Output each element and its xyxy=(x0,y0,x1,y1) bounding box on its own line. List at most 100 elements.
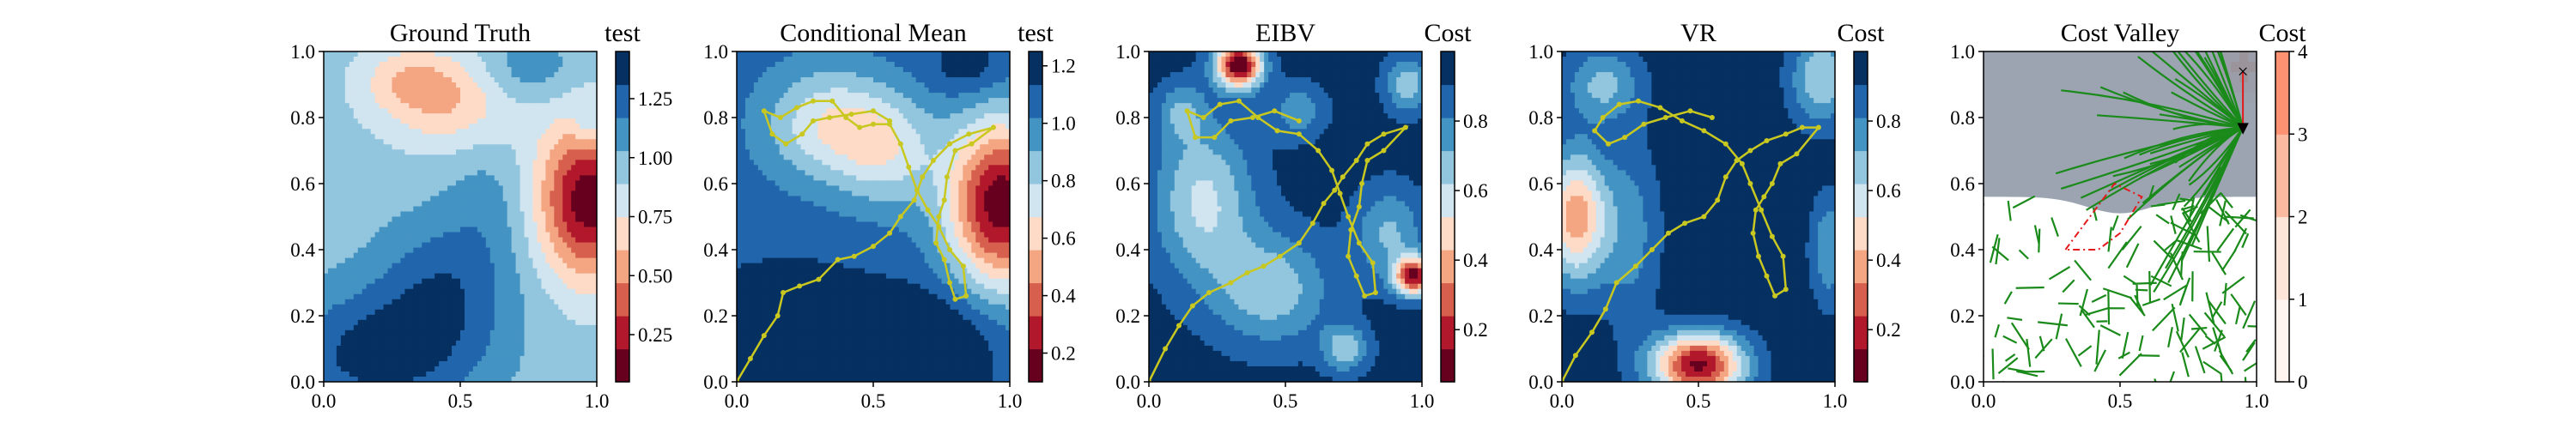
heat-cell xyxy=(468,88,474,94)
heat-cell xyxy=(580,263,585,269)
heat-cell xyxy=(460,309,465,316)
heat-cell xyxy=(426,211,431,218)
heat-cell xyxy=(562,170,568,176)
heat-cell xyxy=(413,134,418,140)
heat-cell xyxy=(340,345,346,352)
heat-cell xyxy=(404,299,410,305)
heat-cell xyxy=(370,293,376,300)
heat-cell xyxy=(554,211,559,218)
heat-cell xyxy=(865,57,870,63)
heat-cell xyxy=(494,340,500,347)
heat-cell xyxy=(404,62,410,68)
heat-cell xyxy=(361,309,368,316)
heat-cell xyxy=(327,278,333,285)
heat-cell xyxy=(839,88,844,94)
heat-cell xyxy=(817,57,823,63)
heat-cell xyxy=(452,216,457,223)
heat-cell xyxy=(511,201,517,208)
heat-cell xyxy=(779,82,785,88)
heat-cell xyxy=(447,190,453,197)
heat-cell xyxy=(971,82,976,88)
heat-cell xyxy=(374,237,380,244)
heat-cell xyxy=(485,206,491,213)
heat-cell xyxy=(331,129,337,135)
heat-cell xyxy=(417,124,422,130)
heat-cell xyxy=(813,88,819,94)
heat-cell xyxy=(826,93,831,99)
heat-cell xyxy=(920,113,926,119)
heat-cell xyxy=(507,144,513,150)
heat-cell xyxy=(327,129,333,135)
heat-cell xyxy=(783,113,789,119)
heat-cell xyxy=(366,278,372,285)
heat-cell xyxy=(331,144,337,150)
heat-cell xyxy=(464,340,470,347)
heat-cell xyxy=(545,371,550,378)
heat-cell xyxy=(532,324,538,331)
heat-cell xyxy=(554,62,559,68)
heat-cell xyxy=(588,324,593,331)
heat-cell xyxy=(737,93,742,99)
heat-cell xyxy=(550,216,555,223)
heat-cell xyxy=(575,180,580,187)
heat-cell xyxy=(443,175,448,181)
heat-cell xyxy=(550,62,555,68)
heat-cell xyxy=(567,134,572,140)
heat-cell xyxy=(489,180,495,187)
heat-cell xyxy=(498,247,504,254)
heat-cell xyxy=(869,51,874,57)
heat-cell xyxy=(511,376,517,382)
heat-cell xyxy=(537,283,543,290)
heat-cell xyxy=(494,232,500,239)
heat-cell xyxy=(975,88,981,94)
heat-cell xyxy=(860,51,866,57)
heat-cell xyxy=(409,165,414,171)
heat-cell xyxy=(941,82,947,88)
heat-cell xyxy=(443,288,448,295)
heat-cell xyxy=(426,273,431,280)
heat-cell xyxy=(374,257,380,264)
heat-cell xyxy=(396,144,402,150)
heat-cell xyxy=(327,216,333,223)
heat-cell xyxy=(907,62,913,68)
heat-cell xyxy=(489,340,495,347)
heat-cell xyxy=(340,82,346,88)
heat-cell xyxy=(511,324,517,331)
heat-cell xyxy=(571,304,576,311)
heat-cell xyxy=(792,57,798,63)
heat-cell xyxy=(558,165,563,171)
heat-cell xyxy=(400,93,406,99)
heat-cell xyxy=(550,206,555,213)
heat-cell xyxy=(481,299,487,305)
heat-cell xyxy=(481,278,487,285)
heat-cell xyxy=(997,57,1002,63)
heat-cell xyxy=(434,324,440,331)
heat-cell xyxy=(452,335,457,341)
heat-cell xyxy=(396,170,402,176)
heat-cell xyxy=(383,180,389,187)
heat-cell xyxy=(485,314,491,321)
heat-cell xyxy=(890,82,896,88)
heat-cell xyxy=(366,103,372,109)
heat-cell xyxy=(588,237,593,244)
heat-cell xyxy=(370,134,376,140)
heat-cell xyxy=(498,190,504,197)
heat-cell xyxy=(468,180,474,187)
heat-cell xyxy=(439,57,444,63)
heat-cell xyxy=(507,232,513,239)
heat-cell xyxy=(426,62,431,68)
heat-cell xyxy=(396,82,402,88)
heat-cell xyxy=(856,113,861,119)
heat-cell xyxy=(404,340,410,347)
heat-cell xyxy=(498,283,504,290)
heat-cell xyxy=(584,314,589,321)
heat-cell xyxy=(541,293,546,300)
heat-cell xyxy=(396,196,402,202)
heat-cell xyxy=(422,139,427,145)
heat-cell xyxy=(805,57,811,63)
heat-cell xyxy=(460,335,465,341)
heat-cell xyxy=(954,77,959,83)
heat-cell xyxy=(426,185,431,192)
heat-cell xyxy=(426,51,431,57)
heat-cell xyxy=(404,72,410,78)
